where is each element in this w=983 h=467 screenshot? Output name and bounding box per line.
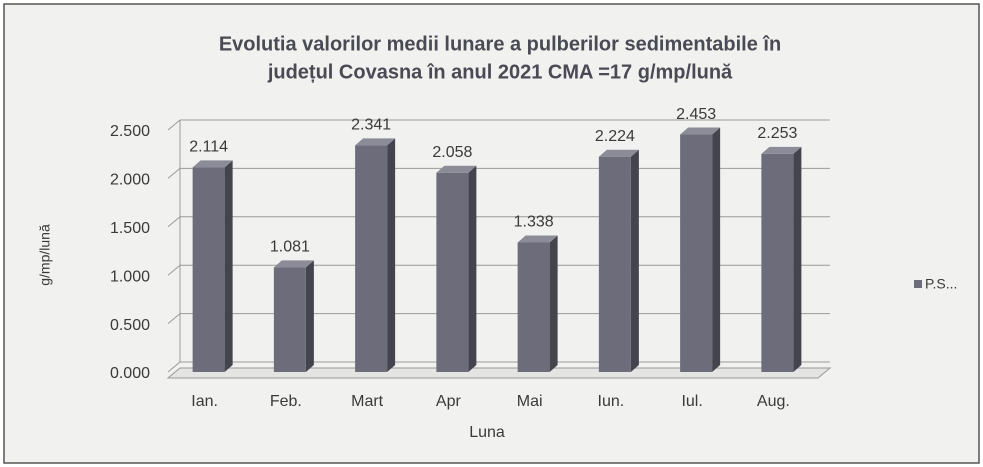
x-tick-label: Mart: [351, 393, 384, 410]
chart-frame: [3, 3, 980, 464]
data-label: 2.224: [595, 128, 635, 145]
x-tick-label: Ian.: [191, 393, 218, 410]
x-tick-label: Mai: [517, 393, 543, 410]
bar-top: [680, 127, 721, 135]
legend-label: P.S...: [925, 276, 957, 292]
data-label: 1.338: [514, 214, 554, 231]
y-tick-label: 0.500: [110, 317, 150, 334]
data-label: 2.453: [676, 106, 716, 123]
bar-side: [387, 138, 396, 372]
bar-top: [436, 165, 477, 173]
bar-side: [549, 235, 558, 372]
y-tick-label: 0.000: [110, 365, 150, 382]
legend-swatch: [914, 280, 922, 288]
data-label: 2.058: [432, 144, 472, 161]
bar-side: [630, 149, 639, 372]
x-tick-label: Apr: [436, 393, 462, 410]
bar: [598, 156, 631, 372]
grid-line: [167, 168, 181, 179]
bar-top: [192, 160, 233, 168]
grid-line: [167, 216, 181, 228]
bar-top: [761, 146, 802, 154]
chart-title: Evolutia valorilor medii lunare a pulber…: [219, 33, 781, 55]
x-axis-label: Luna: [469, 424, 505, 441]
bar-top: [517, 235, 558, 243]
data-label: 2.114: [189, 139, 228, 156]
bar-side: [793, 146, 802, 372]
grid-line: [167, 119, 181, 131]
x-tick-label: Iul.: [681, 393, 702, 410]
data-label: 2.253: [757, 125, 797, 142]
floor: [166, 367, 832, 379]
y-tick-label: 2.500: [110, 123, 150, 140]
bar: [517, 242, 550, 372]
bar-side: [712, 127, 721, 373]
bar-side: [468, 165, 477, 372]
grid-line: [167, 313, 181, 324]
bar-top: [598, 149, 639, 157]
y-tick-label: 1.500: [110, 220, 150, 237]
y-tick-label: 2.000: [110, 172, 150, 189]
x-tick-label: Feb.: [270, 393, 302, 410]
bar: [680, 134, 713, 372]
data-label: 1.081: [270, 239, 310, 256]
y-tick-label: 1.000: [110, 268, 150, 285]
bar-top: [273, 260, 314, 268]
bar-top: [355, 138, 396, 146]
grid-line: [167, 264, 181, 276]
bar: [192, 167, 225, 372]
bar: [436, 172, 469, 372]
x-tick-label: Iun.: [598, 393, 625, 410]
grid-line: [167, 361, 181, 373]
bar-side: [305, 260, 314, 372]
x-tick-label: Aug.: [757, 393, 790, 410]
data-label: 2.341: [351, 117, 391, 134]
bar-side: [224, 160, 233, 372]
bar: [355, 145, 388, 372]
chart-title: județul Covasna în anul 2021 CMA =17 g/m…: [267, 61, 733, 83]
bar: [273, 267, 306, 372]
y-axis-label: g/mp/lună: [37, 224, 53, 286]
bar: [761, 153, 794, 372]
